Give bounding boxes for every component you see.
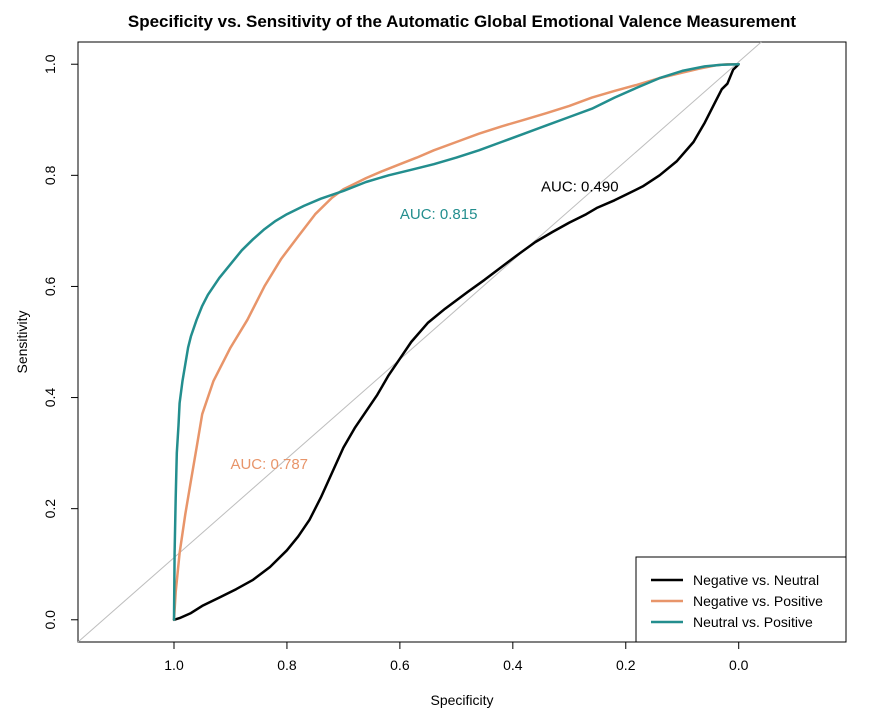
y-tick-label: 0.0	[42, 610, 58, 630]
auc-label-2: AUC: 0.787	[230, 456, 308, 473]
legend: Negative vs. Neutral Negative vs. Positiv…	[635, 556, 847, 643]
reference-line-layer	[77, 41, 762, 643]
legend-label: Negative vs. Positive	[693, 593, 823, 609]
plot-frame	[77, 41, 847, 643]
reference-diagonal	[77, 41, 762, 643]
series-layer	[172, 62, 740, 622]
x-tick-label: 0.6	[390, 657, 410, 673]
roc-curve-1	[172, 62, 740, 622]
y-axis: 0.0 0.2 0.4 0.6 0.8 1.0	[42, 54, 79, 630]
chart-title: Specificity vs. Sensitivity of the Autom…	[128, 12, 797, 31]
x-tick-label: 0.0	[729, 657, 749, 673]
x-tick-label: 0.2	[616, 657, 636, 673]
x-tick-label: 0.8	[277, 657, 297, 673]
auc-label-1: AUC: 0.490	[541, 178, 619, 195]
y-tick-label: 0.2	[42, 499, 58, 519]
legend-box	[635, 556, 847, 643]
legend-label: Neutral vs. Positive	[693, 614, 813, 630]
y-tick-label: 1.0	[42, 54, 58, 74]
roc-curve-3	[172, 62, 740, 622]
legend-label: Negative vs. Neutral	[693, 572, 819, 588]
legend-items: Negative vs. Neutral Negative vs. Positiv…	[651, 572, 823, 630]
x-tick-label: 0.4	[503, 657, 523, 673]
x-axis-label: Specificity	[430, 692, 493, 708]
y-axis-label: Sensitivity	[14, 310, 30, 373]
x-axis: 1.0 0.8 0.6 0.4 0.2 0.0	[164, 641, 749, 673]
y-tick-label: 0.8	[42, 165, 58, 185]
y-tick-label: 0.4	[42, 388, 58, 408]
y-tick-label: 0.6	[42, 277, 58, 297]
roc-curve-2	[172, 62, 740, 622]
auc-label-3: AUC: 0.815	[400, 206, 478, 223]
auc-annotations: AUC: 0.490 AUC: 0.787 AUC: 0.815	[230, 178, 618, 473]
x-tick-label: 1.0	[164, 657, 184, 673]
